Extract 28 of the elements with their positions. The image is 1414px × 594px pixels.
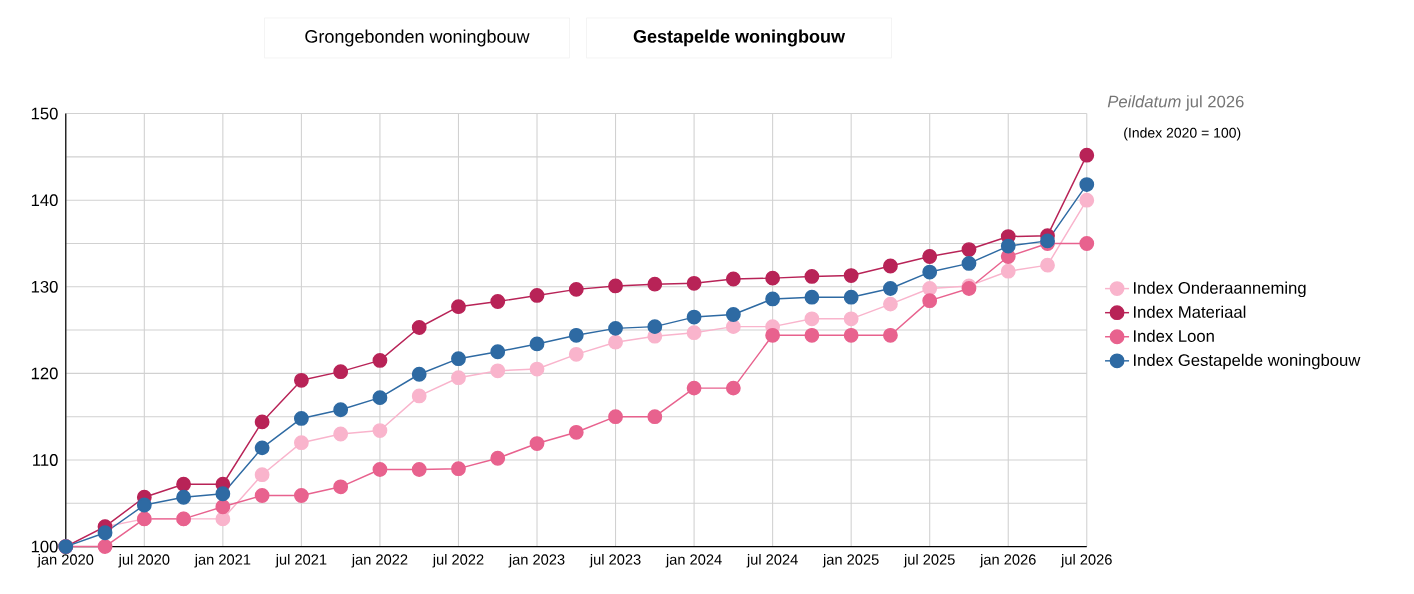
x-tick-label: jul 2022 <box>432 553 484 568</box>
x-tick-label: jul 2024 <box>746 553 798 568</box>
legend-label: Index Materiaal <box>1133 305 1246 318</box>
text: Peildatum jul 2026 <box>1107 95 1244 111</box>
y-tick-label: 100 <box>31 540 58 553</box>
text: Grongebonden woningbouw <box>305 29 530 47</box>
legend-label: Index Loon <box>1133 329 1214 342</box>
x-tick-label: jan 2020 <box>37 553 94 568</box>
y-tick-label: 120 <box>31 367 58 380</box>
x-tick-label: jan 2025 <box>822 553 879 568</box>
x-tick-label: jan 2024 <box>665 553 722 568</box>
x-tick-label: jan 2022 <box>351 553 408 568</box>
x-tick-label: jul 2023 <box>589 553 641 568</box>
legend-label: Index Onderaanneming <box>1133 281 1306 298</box>
y-tick-label: 150 <box>31 107 58 120</box>
text: (Index 2020 = 100) <box>1124 127 1241 141</box>
text: Gestapelde woningbouw <box>633 29 846 47</box>
x-tick-label: jan 2023 <box>508 553 565 568</box>
legend-label: Index Gestapelde woningbouw <box>1133 353 1361 370</box>
x-tick-label: jul 2025 <box>903 553 955 568</box>
x-tick-label: jul 2020 <box>118 553 170 568</box>
x-tick-label: jan 2026 <box>979 553 1036 568</box>
x-tick-label: jul 2026 <box>1060 553 1112 568</box>
y-tick-label: 130 <box>31 280 58 293</box>
x-tick-label: jan 2021 <box>194 553 251 568</box>
y-tick-label: 110 <box>33 454 58 466</box>
x-tick-label: jul 2021 <box>275 553 327 568</box>
y-tick-label: 140 <box>31 194 58 207</box>
